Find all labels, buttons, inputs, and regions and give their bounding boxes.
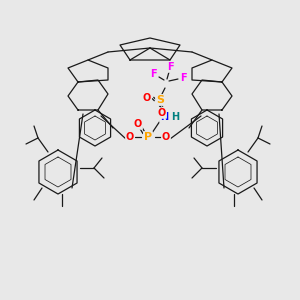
Text: O: O xyxy=(143,93,151,103)
Text: S: S xyxy=(156,95,164,105)
Text: F: F xyxy=(167,62,173,72)
Text: O: O xyxy=(162,132,170,142)
Text: N: N xyxy=(160,112,168,122)
Text: O: O xyxy=(158,108,166,118)
Text: O: O xyxy=(126,132,134,142)
Text: F: F xyxy=(180,73,186,83)
Text: O: O xyxy=(134,119,142,129)
Text: P: P xyxy=(144,132,152,142)
Text: F: F xyxy=(150,69,156,79)
Text: H: H xyxy=(171,112,179,122)
